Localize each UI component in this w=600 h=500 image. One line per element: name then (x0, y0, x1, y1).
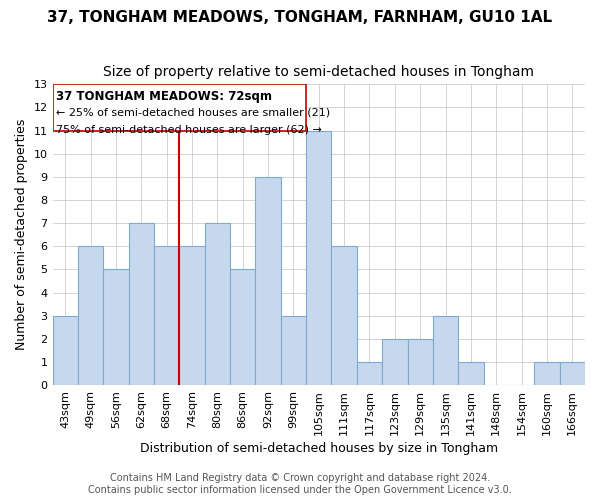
Bar (78, 246, 103, 385)
Bar (103, 270, 128, 385)
Bar (458, 362, 484, 385)
Bar (179, 246, 205, 385)
Bar (560, 362, 585, 385)
Bar (281, 316, 306, 385)
Text: ← 25% of semi-detached houses are smaller (21): ← 25% of semi-detached houses are smalle… (56, 108, 331, 118)
Bar (357, 362, 382, 385)
Y-axis label: Number of semi-detached properties: Number of semi-detached properties (15, 119, 28, 350)
Bar (154, 246, 179, 385)
Text: 37 TONGHAM MEADOWS: 72sqm: 37 TONGHAM MEADOWS: 72sqm (56, 90, 272, 103)
Title: Size of property relative to semi-detached houses in Tongham: Size of property relative to semi-detach… (103, 65, 534, 79)
FancyBboxPatch shape (53, 84, 306, 130)
Bar (205, 223, 230, 385)
Bar (331, 246, 357, 385)
X-axis label: Distribution of semi-detached houses by size in Tongham: Distribution of semi-detached houses by … (140, 442, 498, 455)
Bar (382, 339, 407, 385)
Bar (534, 362, 560, 385)
Bar (53, 316, 78, 385)
Bar (230, 270, 256, 385)
Bar (433, 316, 458, 385)
Text: 75% of semi-detached houses are larger (62) →: 75% of semi-detached houses are larger (… (56, 125, 322, 135)
Bar (128, 223, 154, 385)
Bar (256, 177, 281, 385)
Text: 37, TONGHAM MEADOWS, TONGHAM, FARNHAM, GU10 1AL: 37, TONGHAM MEADOWS, TONGHAM, FARNHAM, G… (47, 10, 553, 25)
Bar (306, 130, 331, 385)
Text: Contains HM Land Registry data © Crown copyright and database right 2024.
Contai: Contains HM Land Registry data © Crown c… (88, 474, 512, 495)
Bar (407, 339, 433, 385)
